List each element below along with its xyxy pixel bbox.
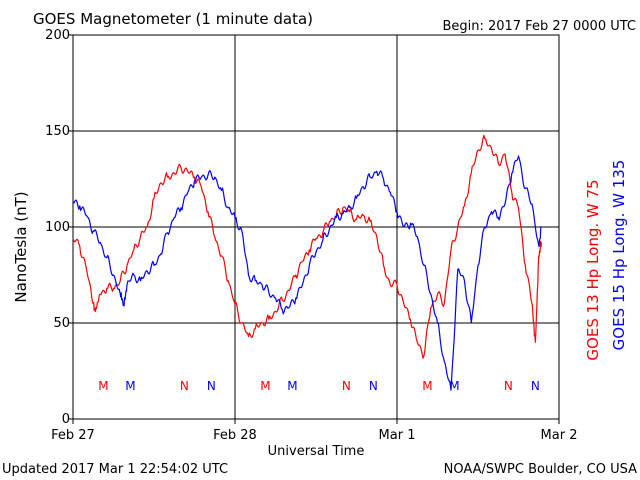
x-tick-label: Mar 2: [541, 428, 578, 443]
y-tick-label: 200: [45, 28, 70, 43]
x-axis-label: Universal Time: [268, 444, 365, 459]
mn-marker-label: N: [207, 379, 216, 393]
mn-marker-label: M: [287, 379, 297, 393]
y-axis-ticks: 0 50 100 150 200: [45, 28, 73, 427]
x-tick-label: Feb 28: [213, 428, 257, 443]
mn-marker-label: N: [180, 379, 189, 393]
mn-marker-label: N: [504, 379, 513, 393]
y-tick-label: 100: [45, 220, 70, 235]
series-line-0: [72, 134, 543, 359]
series-lines: [72, 134, 543, 391]
y-tick-label: 0: [62, 412, 70, 427]
mn-marker-label: N: [342, 379, 351, 393]
mn-marker-label: M: [98, 379, 108, 393]
mn-marker-label: N: [531, 379, 540, 393]
x-tick-label: Mar 1: [379, 428, 416, 443]
x-axis-ticks: Feb 27 Feb 28 Mar 1 Mar 2: [51, 419, 577, 443]
mn-marker-label: M: [260, 379, 270, 393]
y-tick-label: 150: [45, 124, 70, 139]
mn-marker-label: M: [449, 379, 459, 393]
mn-marker-label: M: [422, 379, 432, 393]
mn-marker-label: M: [125, 379, 135, 393]
mn-marker-label: N: [369, 379, 378, 393]
series-line-1: [72, 155, 542, 391]
y-tick-label: 50: [53, 316, 70, 331]
chart-title: GOES Magnetometer (1 minute data): [33, 10, 313, 28]
legend-goes13: GOES 13 Hp Long. W 75: [584, 179, 602, 360]
footer-updated: Updated 2017 Mar 1 22:54:02 UTC: [2, 462, 228, 477]
grid-lines: [73, 35, 559, 419]
mn-markers: M N M N M NM N M N M N: [98, 379, 540, 393]
x-tick-label: Feb 27: [51, 428, 95, 443]
y-axis-label: NanoTesla (nT): [12, 191, 30, 302]
footer-source: NOAA/SWPC Boulder, CO USA: [444, 462, 637, 477]
begin-label: Begin: 2017 Feb 27 0000 UTC: [442, 19, 636, 34]
legend-goes15: GOES 15 Hp Long. W 135: [610, 160, 628, 351]
